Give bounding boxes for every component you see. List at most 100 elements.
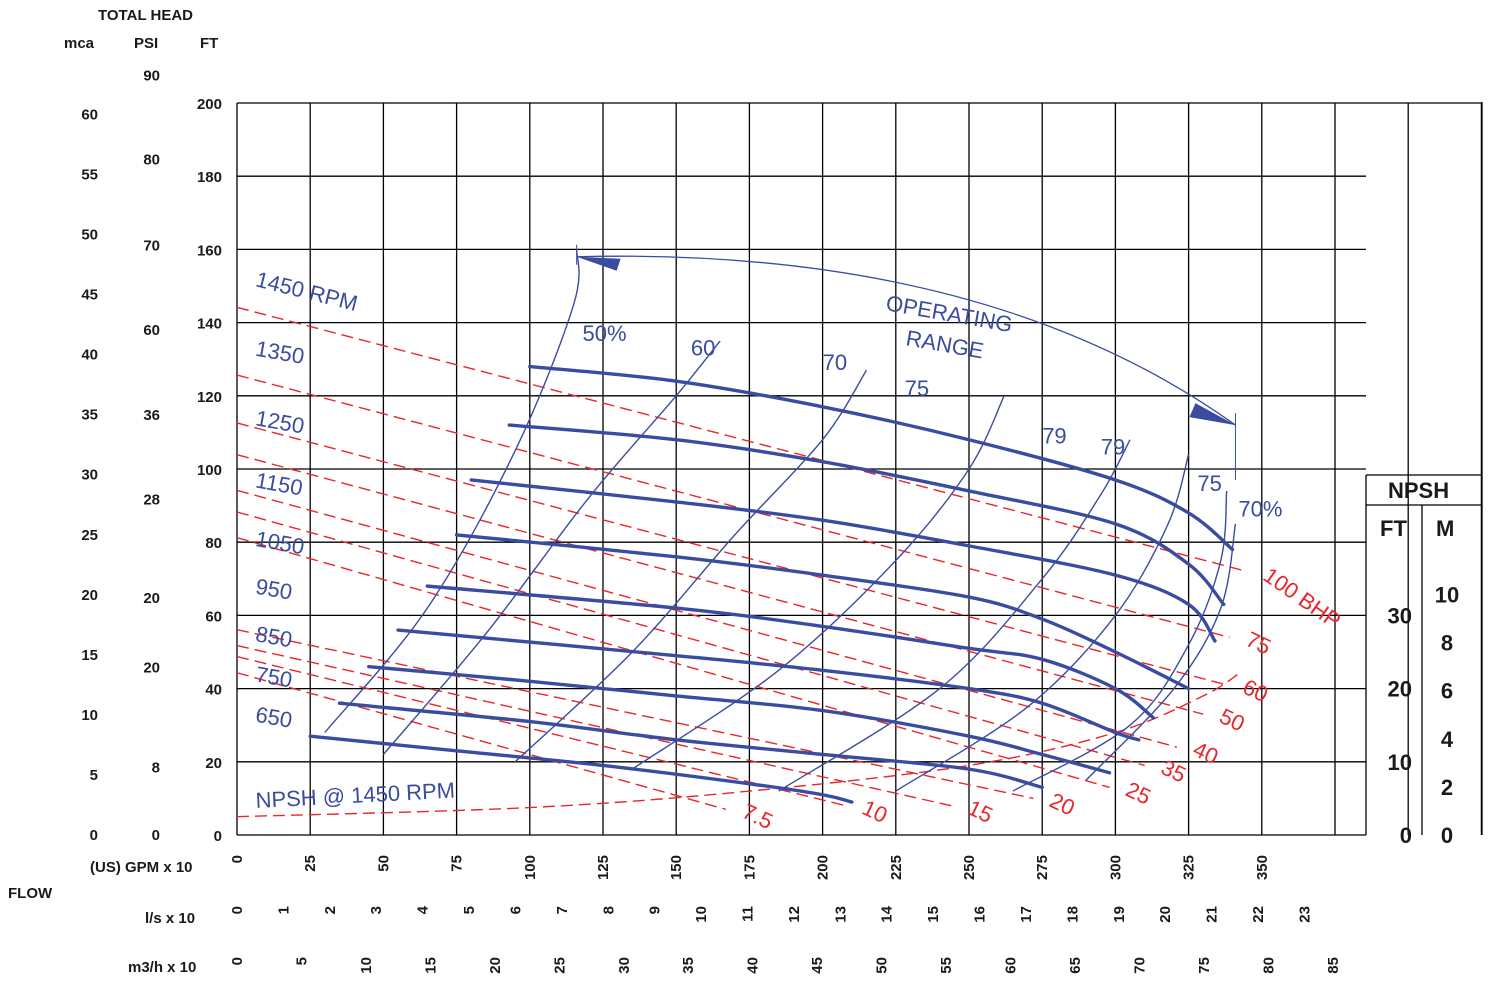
gpm-tick-label: 75 bbox=[449, 855, 466, 872]
power-curve bbox=[236, 453, 1204, 715]
npsh-m-header: M bbox=[1436, 516, 1454, 541]
speed-label: 1350 bbox=[254, 336, 307, 369]
mca-tick-label: 35 bbox=[81, 407, 98, 424]
head-curve bbox=[367, 664, 1112, 775]
power-curve bbox=[236, 489, 1178, 748]
psi-label: PSI bbox=[134, 35, 158, 52]
ls-tick-label: 13 bbox=[832, 906, 849, 923]
power-curve-label: 10 bbox=[859, 795, 892, 828]
head-curve bbox=[396, 628, 1141, 742]
m3h-tick-label: 50 bbox=[874, 957, 891, 974]
operating-range-label-2: RANGE bbox=[904, 325, 985, 363]
head-curve bbox=[528, 364, 1235, 552]
m3h-label: m3/h x 10 bbox=[128, 959, 196, 976]
efficiency-curve-label: 70% bbox=[1238, 497, 1282, 522]
head-curve bbox=[507, 423, 1226, 607]
ls-tick-label: 9 bbox=[647, 906, 664, 914]
gpm-tick-label: 325 bbox=[1181, 855, 1198, 880]
npsh-m-tick: 10 bbox=[1435, 583, 1459, 608]
power-curve-label: 7.5 bbox=[739, 799, 777, 835]
npsh-m-tick: 6 bbox=[1441, 679, 1453, 704]
efficiency-curve bbox=[778, 439, 1131, 792]
efficiency-curve bbox=[382, 340, 721, 755]
gpm-tick-label: 100 bbox=[522, 855, 539, 880]
mca-tick-label: 30 bbox=[81, 467, 98, 484]
flow-label: FLOW bbox=[8, 885, 53, 902]
npsh-curve-label: NPSH @ 1450 RPM bbox=[255, 778, 456, 813]
mca-tick-label: 5 bbox=[90, 767, 98, 784]
m3h-tick-label: 10 bbox=[358, 957, 375, 974]
ls-tick-label: 11 bbox=[739, 906, 756, 922]
npsh-ft-tick: 0 bbox=[1400, 823, 1412, 848]
mca-tick-label: 0 bbox=[90, 827, 98, 844]
gpm-tick-label: 175 bbox=[741, 855, 758, 880]
m3h-tick-label: 15 bbox=[422, 957, 439, 974]
ft-tick-label: 20 bbox=[205, 755, 222, 772]
mca-tick-label: 40 bbox=[81, 347, 98, 364]
ls-tick-label: 18 bbox=[1064, 906, 1081, 923]
power-curve-label: 100 BHP bbox=[1259, 562, 1345, 633]
efficiency-curve-label: 75 bbox=[1197, 471, 1221, 496]
ft-tick-label: 100 bbox=[197, 462, 222, 479]
power-curve bbox=[236, 644, 952, 807]
speed-label: 1450 RPM bbox=[253, 267, 360, 316]
ft-tick-label: 140 bbox=[197, 316, 222, 333]
speed-label: 850 bbox=[254, 621, 295, 652]
ls-tick-label: 7 bbox=[554, 906, 571, 914]
efficiency-curve bbox=[324, 249, 580, 733]
ls-tick-label: 6 bbox=[507, 906, 524, 914]
power-curve bbox=[236, 672, 727, 811]
power-curve-label: 40 bbox=[1189, 736, 1222, 769]
mca-tick-label: 45 bbox=[81, 287, 98, 304]
mca-tick-label: 10 bbox=[81, 707, 98, 724]
m3h-tick-label: 5 bbox=[293, 957, 310, 965]
efficiency-curve-label: 70 bbox=[823, 350, 847, 375]
m3h-tick-label: 25 bbox=[551, 957, 568, 974]
ft-tick-label: 0 bbox=[214, 828, 222, 845]
psi-tick-label: 28 bbox=[143, 491, 160, 508]
npsh-m-tick: 8 bbox=[1441, 631, 1453, 656]
psi-tick-label: 90 bbox=[143, 68, 160, 85]
mca-tick-label: 55 bbox=[81, 167, 98, 184]
m3h-tick-label: 75 bbox=[1196, 957, 1213, 974]
efficiency-curve-label: 75 bbox=[905, 376, 929, 401]
power-curve-label: 20 bbox=[1046, 788, 1079, 821]
speed-label: 950 bbox=[254, 574, 295, 605]
m3h-tick-label: 30 bbox=[616, 957, 633, 974]
efficiency-curves: 50% 60 70 75 79 79 75 70% bbox=[324, 249, 1282, 792]
psi-tick-label: 8 bbox=[152, 759, 160, 776]
mca-tick-label: 20 bbox=[81, 587, 98, 604]
efficiency-curve-label: 79 bbox=[1042, 423, 1066, 448]
gpm-tick-label: 250 bbox=[961, 855, 978, 880]
ls-tick-label: 15 bbox=[925, 906, 942, 923]
head-curve bbox=[469, 478, 1217, 643]
ft-tick-label: 180 bbox=[197, 169, 222, 186]
ft-tick-label: 160 bbox=[197, 242, 222, 259]
power-curve-label: 60 bbox=[1239, 674, 1272, 707]
power-curve-label: 35 bbox=[1157, 755, 1190, 788]
head-curve bbox=[337, 701, 1044, 790]
efficiency-curve bbox=[1085, 523, 1237, 781]
npsh-m-tick: 4 bbox=[1441, 727, 1454, 752]
speed-label: 750 bbox=[254, 662, 295, 693]
m3h-tick-label: 60 bbox=[1003, 957, 1020, 974]
npsh-header: NPSH bbox=[1388, 478, 1449, 503]
gpm-label: (US) GPM x 10 bbox=[90, 859, 193, 876]
speed-label: 1250 bbox=[254, 405, 307, 438]
power-curve-label: 75 bbox=[1242, 627, 1275, 660]
ft-tick-label: 60 bbox=[205, 608, 222, 625]
power-curve bbox=[236, 306, 1248, 573]
head-curve bbox=[308, 734, 854, 804]
ls-tick-label: 19 bbox=[1111, 906, 1128, 923]
ls-tick-label: 3 bbox=[368, 906, 385, 914]
psi-tick-label: 60 bbox=[143, 322, 160, 339]
gpm-tick-label: 0 bbox=[229, 855, 246, 863]
head-curve bbox=[425, 584, 1156, 720]
m3h-tick-label: 85 bbox=[1325, 957, 1342, 974]
m3h-tick-label: 35 bbox=[680, 957, 697, 974]
ls-tick-label: 21 bbox=[1204, 906, 1221, 923]
ft-tick-label: 200 bbox=[197, 96, 222, 113]
mca-tick-label: 15 bbox=[81, 647, 98, 664]
power-curve-label: 25 bbox=[1122, 777, 1155, 810]
ls-tick-label: 20 bbox=[1157, 906, 1174, 923]
